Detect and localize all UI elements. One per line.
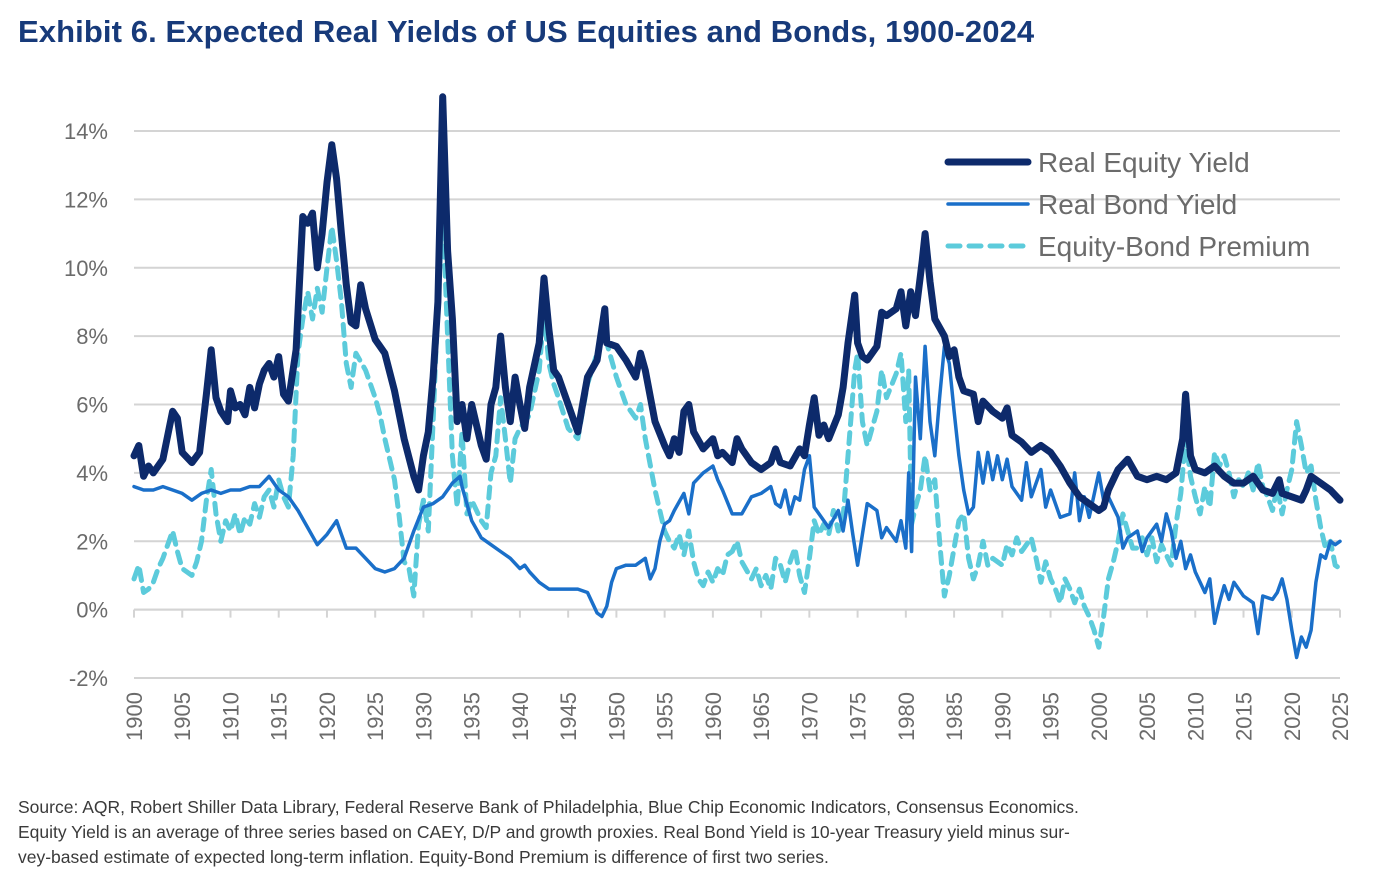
- y-tick-label: 4%: [76, 461, 108, 486]
- source-line: Source: AQR, Robert Shiller Data Library…: [18, 797, 1079, 817]
- x-tick-label: 1975: [846, 692, 871, 741]
- x-tick-label: 1915: [267, 692, 292, 741]
- x-tick-label: 2005: [1135, 692, 1160, 741]
- series-line-equity-bond-premium: [131, 207, 1343, 650]
- line-chart: -2%0%2%4%6%8%10%12%14% 1900 1905 1910 1915 1…: [64, 93, 1353, 741]
- x-tick-label: 1965: [749, 692, 774, 741]
- x-tick-label: 1905: [170, 692, 195, 741]
- legend-label: Real Equity Yield: [1038, 147, 1250, 178]
- x-tick-label: 2020: [1280, 692, 1305, 741]
- series-lines: [130, 93, 1344, 660]
- y-axis-tick-labels: -2% 0% 2% 4% 6% 8% 10% 12% 14%: [64, 119, 108, 691]
- x-tick-label: 1940: [508, 692, 533, 741]
- legend-label: Equity-Bond Premium: [1038, 231, 1310, 262]
- x-tick-label: 2000: [1087, 692, 1112, 741]
- x-tick-label: 1950: [604, 692, 629, 741]
- source-line: Equity Yield is an average of three seri…: [18, 822, 1070, 842]
- x-tick-label: 1980: [894, 692, 919, 741]
- x-tick-label: 1935: [460, 692, 485, 741]
- x-tick-label: 1900: [122, 692, 147, 741]
- source-line: vey-based estimate of expected long-term…: [18, 847, 829, 867]
- y-tick-label: 6%: [76, 393, 108, 418]
- x-tick-label: 1995: [1039, 692, 1064, 741]
- source-note: Source: AQR, Robert Shiller Data Library…: [18, 795, 1388, 870]
- y-tick-label: 14%: [64, 119, 108, 144]
- y-tick-label: 2%: [76, 529, 108, 554]
- x-tick-label: 1930: [411, 692, 436, 741]
- x-tick-label: 1920: [315, 692, 340, 741]
- series-line-real-equity-yield: [130, 93, 1344, 514]
- x-tick-label: 1955: [653, 692, 678, 741]
- x-tick-label: 1970: [797, 692, 822, 741]
- series-line-real-bond-yield: [132, 344, 1342, 660]
- x-tick-label: 1945: [556, 692, 581, 741]
- x-tick-label: 1990: [990, 692, 1015, 741]
- y-tick-label: 0%: [76, 598, 108, 623]
- y-tick-label: 12%: [64, 187, 108, 212]
- y-tick-label: 8%: [76, 324, 108, 349]
- x-tick-label: 2010: [1183, 692, 1208, 741]
- x-tick-label: 1960: [701, 692, 726, 741]
- x-tick-label: 1985: [942, 692, 967, 741]
- x-tick-label: 2015: [1232, 692, 1257, 741]
- legend-label: Real Bond Yield: [1038, 189, 1237, 220]
- chart-title: Exhibit 6. Expected Real Yields of US Eq…: [18, 14, 1035, 49]
- x-axis: 1900 1905 1910 1915 1920 1925 1930 1935 1940 1945…: [122, 608, 1353, 741]
- x-tick-label: 2025: [1328, 692, 1353, 741]
- legend: Real Equity Yield Real Bond Yield Equity-B…: [944, 147, 1310, 262]
- y-tick-label: 10%: [64, 256, 108, 281]
- y-tick-label: -2%: [69, 666, 108, 691]
- x-tick-label: 1925: [363, 692, 388, 741]
- x-tick-label: 1910: [218, 692, 243, 741]
